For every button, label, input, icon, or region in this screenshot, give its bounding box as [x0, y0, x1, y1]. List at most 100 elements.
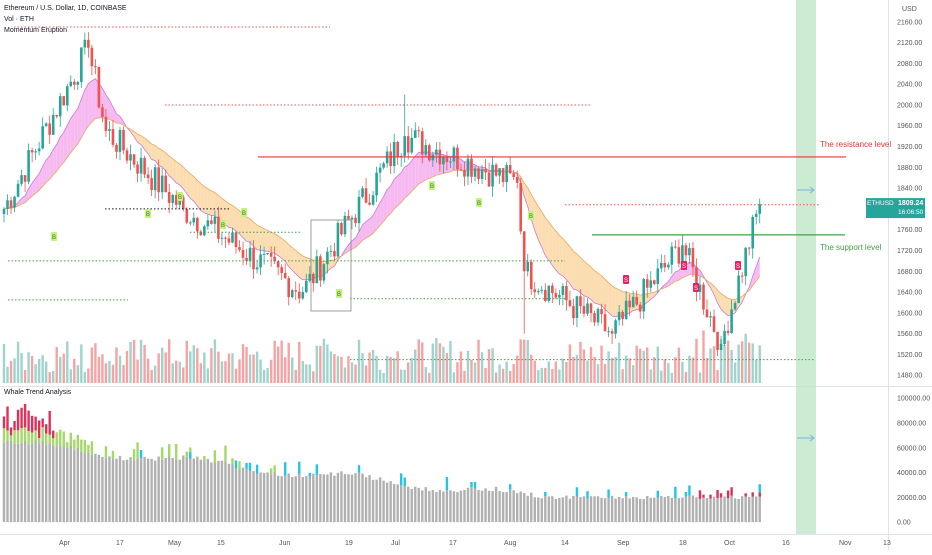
volume-bar	[403, 369, 406, 383]
volume-bar	[329, 351, 333, 383]
whale-bar-green	[104, 446, 108, 458]
sell-marker	[623, 275, 629, 284]
cloud-segment	[548, 221, 553, 266]
volume-bar	[526, 339, 529, 383]
candle-body	[519, 182, 523, 232]
whale-bar	[424, 487, 427, 523]
arrow-icon	[797, 434, 815, 442]
whale-bar	[262, 472, 266, 523]
cloud-segment	[460, 159, 465, 171]
whale-bar-green	[52, 438, 55, 446]
whale-bar	[540, 498, 543, 523]
cloud-segment	[752, 266, 757, 286]
candle-body	[30, 150, 34, 153]
whale-bar-red	[726, 490, 730, 499]
candle-body	[723, 330, 726, 345]
cloud-slow-line	[3, 117, 761, 300]
volume-bar	[533, 360, 536, 383]
volume-bar	[719, 339, 723, 383]
whale-bar	[568, 498, 572, 523]
whale-bar	[298, 473, 301, 523]
buy-marker	[177, 192, 183, 201]
whale-bar	[617, 496, 621, 523]
volume-bar	[582, 349, 586, 383]
cloud-segment	[569, 246, 574, 290]
time-tick-label: Apr	[59, 540, 71, 547]
whale-bar	[695, 497, 698, 523]
cloud-segment	[67, 118, 71, 158]
cloud-segment	[271, 231, 275, 254]
sell-marker	[735, 261, 741, 270]
volume-bar	[702, 330, 705, 383]
whale-bar	[199, 459, 203, 523]
whale-bar	[726, 498, 730, 523]
volume-bar	[231, 353, 234, 383]
whale-bar	[171, 457, 174, 523]
volume-bar	[695, 338, 698, 383]
whale-bar	[308, 476, 312, 523]
candle-body	[104, 116, 108, 131]
whale-bar-green	[132, 449, 136, 461]
time-tick-label: Sep	[617, 540, 630, 547]
cloud-segment	[186, 170, 191, 199]
volume-bar	[87, 368, 90, 383]
whale-bar-green	[69, 432, 72, 446]
cloud-segment	[591, 267, 595, 304]
whale-bar	[192, 458, 196, 523]
cloud-segment	[105, 94, 110, 120]
price-tick-label: 2160.00	[897, 19, 922, 26]
volume-bar	[210, 348, 213, 383]
volume-bar	[431, 343, 435, 383]
whale-bar	[600, 497, 603, 523]
whale-bar-green	[231, 458, 234, 465]
volume-bar	[69, 369, 72, 383]
whale-bar-red	[23, 404, 27, 428]
whale-bar-cyan	[586, 491, 589, 499]
volume-bar	[276, 346, 280, 383]
price-tick-label: 2120.00	[897, 40, 922, 47]
cloud-segment	[260, 226, 265, 251]
candle-body	[94, 66, 97, 68]
volume-bar	[466, 350, 470, 383]
volume-bar	[515, 355, 519, 383]
currency-label[interactable]: USD	[902, 6, 917, 13]
whale-bar	[421, 490, 424, 523]
whale-bar	[231, 464, 234, 523]
candle-body	[652, 280, 656, 285]
candle-body	[575, 296, 579, 319]
candle-body	[681, 245, 684, 264]
whale-bar	[709, 498, 712, 523]
candle-body	[51, 114, 55, 135]
candle-body	[262, 253, 266, 255]
time-tick-label: Jun	[279, 540, 290, 547]
cloud-segment	[60, 132, 64, 167]
candle-body	[730, 309, 733, 334]
candle-body	[315, 256, 319, 284]
volume-bar	[350, 362, 354, 383]
buy-marker	[145, 209, 151, 218]
cloud-segment	[63, 125, 68, 163]
whale-bar	[396, 484, 399, 523]
whale-bar-green	[160, 447, 164, 460]
price-tick-label: 1640.00	[897, 290, 922, 297]
cloud-segment	[235, 208, 240, 234]
whale-bar	[122, 460, 125, 523]
volume-bar	[354, 364, 357, 383]
whale-bar-red	[48, 410, 51, 435]
whale-bar-red	[730, 487, 733, 496]
candle-body	[136, 164, 139, 174]
whale-bar-red	[744, 493, 747, 497]
whale-bar	[210, 462, 213, 523]
price-tag-countdown: 16:06:50	[898, 209, 924, 216]
whale-bar	[132, 460, 136, 523]
whale-bar	[189, 458, 192, 523]
candle-body	[705, 309, 709, 318]
price-tick-label: 2000.00	[897, 102, 922, 109]
candle-body	[589, 303, 593, 314]
volume-bar	[171, 363, 174, 383]
cloud-segment	[42, 159, 47, 187]
whale-bar	[603, 498, 607, 523]
whale-bar	[343, 474, 347, 523]
candle-body	[160, 175, 164, 193]
